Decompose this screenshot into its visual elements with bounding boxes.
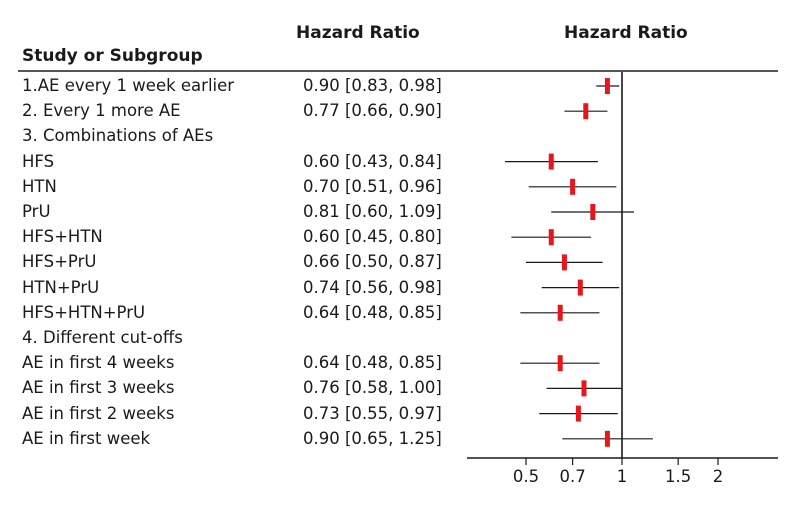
x-axis-tick-label: 0.7: [559, 467, 585, 486]
hazard-ratio-point: [561, 254, 567, 271]
x-axis-tick-label: 0.5: [513, 467, 539, 486]
hazard-ratio-column-header: Hazard Ratio: [296, 23, 420, 43]
row-label: HFS+HTN: [22, 227, 103, 247]
row-hazard-ratio-value: 0.90 [0.65, 1.25]: [303, 428, 442, 448]
row-label: 2. Every 1 more AE: [22, 101, 181, 121]
hazard-ratio-point: [548, 153, 554, 170]
row-label: 4. Different cut-offs: [22, 328, 183, 347]
row-label: 3. Combinations of AEs: [22, 126, 214, 146]
row-hazard-ratio-value: 0.64 [0.48, 0.85]: [303, 353, 442, 373]
row-hazard-ratio-value: 0.60 [0.45, 0.80]: [303, 227, 442, 247]
row-hazard-ratio-value: 0.76 [0.58, 1.00]: [303, 378, 442, 398]
x-axis-tick-label: 1.5: [665, 467, 691, 486]
x-axis-tick-label: 2: [713, 467, 724, 486]
row-label: HFS+PrU: [22, 252, 97, 272]
row-hazard-ratio-value: 0.64 [0.48, 0.85]: [303, 302, 442, 322]
row-hazard-ratio-value: 0.70 [0.51, 0.96]: [303, 176, 442, 196]
row-label: AE in first 3 weeks: [22, 378, 175, 398]
row-hazard-ratio-value: 0.73 [0.55, 0.97]: [303, 403, 442, 423]
row-hazard-ratio-value: 0.77 [0.66, 0.90]: [303, 101, 442, 121]
hazard-ratio-point: [604, 430, 610, 447]
row-hazard-ratio-value: 0.90 [0.83, 0.98]: [303, 76, 442, 95]
row-label: AE in first 4 weeks: [22, 353, 175, 373]
header-divider: [18, 70, 778, 72]
row-label: 1.AE every 1 week earlier: [22, 76, 235, 95]
hazard-ratio-point: [577, 279, 583, 296]
hazard-ratio-point: [581, 380, 587, 397]
hazard-ratio-point: [583, 103, 589, 120]
row-hazard-ratio-value: 0.60 [0.43, 0.84]: [303, 151, 442, 171]
hazard-ratio-point: [570, 178, 576, 195]
row-label: AE in first week: [22, 428, 151, 448]
hazard-ratio-point: [575, 405, 581, 422]
hazard-ratio-point: [557, 355, 563, 372]
row-hazard-ratio-value: 0.74 [0.56, 0.98]: [303, 277, 442, 297]
row-label: HFS: [22, 151, 55, 171]
row-label: HFS+HTN+PrU: [22, 302, 146, 322]
hazard-ratio-plot-header: Hazard Ratio: [564, 23, 688, 43]
row-hazard-ratio-value: 0.81 [0.60, 1.09]: [303, 202, 442, 221]
study-column-header: Study or Subgroup: [22, 46, 203, 66]
hazard-ratio-point: [590, 204, 596, 220]
hazard-ratio-point: [604, 78, 610, 94]
row-label: HTN: [22, 176, 57, 196]
row-label: AE in first 2 weeks: [22, 403, 175, 423]
hazard-ratio-point: [557, 304, 563, 321]
row-label: PrU: [22, 202, 51, 221]
row-hazard-ratio-value: 0.66 [0.50, 0.87]: [303, 252, 442, 272]
x-axis-tick-label: 1: [617, 467, 628, 486]
hazard-ratio-point: [548, 229, 554, 246]
row-label: HTN+PrU: [22, 277, 100, 297]
